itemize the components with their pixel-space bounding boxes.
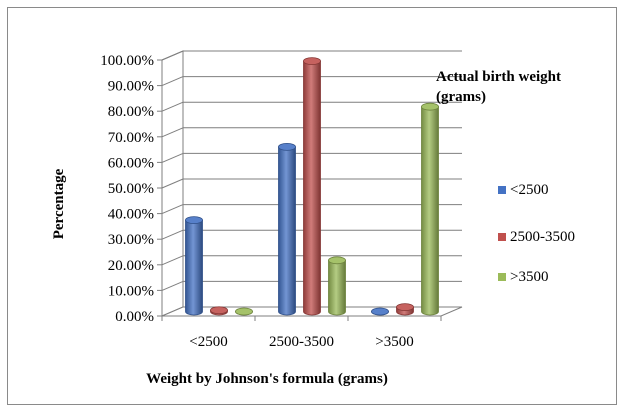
chart-frame: 0.00% 10.00% 20.00% 30.00% 40.00% 50.00% 60.00… — [7, 7, 617, 405]
bar-body — [303, 60, 321, 316]
y-axis-ticks: 0.00% 10.00% 20.00% 30.00% 40.00% 50.00% 60.00… — [100, 53, 162, 325]
x-axis-ticks: <2500 2500-3500 >3500 — [161, 316, 442, 350]
bar-top — [421, 102, 439, 111]
y-tick-label: 80.00% — [108, 104, 154, 120]
bar-body — [278, 146, 296, 316]
gridlines — [161, 50, 462, 291]
bar — [371, 307, 389, 316]
bar-body — [185, 219, 203, 316]
y-tick-label: 100.00% — [100, 53, 154, 69]
x-tick-label: >3500 — [375, 334, 413, 350]
bar-body — [421, 106, 439, 316]
bar-top — [371, 307, 389, 316]
gridline-side — [161, 280, 184, 291]
y-tick-label: 0.00% — [115, 309, 154, 325]
legend-label: 2500-3500 — [510, 229, 575, 245]
y-tick-label: 60.00% — [108, 155, 154, 171]
y-axis-title: Percentage — [51, 168, 67, 239]
y-tick-label: 30.00% — [108, 232, 154, 248]
bar-body — [328, 259, 346, 316]
gridline-side — [161, 50, 184, 61]
legend-item: <2500 — [498, 182, 548, 198]
legend-item: 2500-3500 — [498, 229, 575, 245]
legend-title-line-2: (grams) — [436, 89, 486, 105]
bar — [396, 303, 414, 316]
gridline-side — [161, 76, 184, 87]
x-tick-label: <2500 — [189, 334, 227, 350]
y-tick-label: 90.00% — [108, 79, 154, 95]
legend: <2500 2500-3500 >3500 — [498, 182, 575, 285]
bar — [185, 216, 203, 316]
bar — [303, 57, 321, 316]
bar-top — [396, 303, 414, 312]
gridline-side — [161, 152, 184, 163]
gridline-side — [161, 204, 184, 215]
y-tick-label: 20.00% — [108, 258, 154, 274]
bar — [421, 102, 439, 316]
bar — [210, 306, 228, 316]
bar-top — [210, 306, 228, 315]
bars — [185, 57, 439, 316]
legend-label: >3500 — [510, 269, 548, 285]
legend-title-line-1: Actual birth weight — [436, 69, 561, 85]
gridline-side — [161, 229, 184, 240]
y-tick-label: 70.00% — [108, 130, 154, 146]
y-tick-label: 50.00% — [108, 181, 154, 197]
legend-item: >3500 — [498, 269, 548, 285]
gridline-side — [161, 255, 184, 266]
y-tick-label: 10.00% — [108, 283, 154, 299]
bar-top — [235, 307, 253, 316]
legend-swatch — [498, 186, 506, 194]
x-tick-label: 2500-3500 — [269, 334, 334, 350]
bar-chart: 0.00% 10.00% 20.00% 30.00% 40.00% 50.00% 60.00… — [51, 50, 575, 387]
gridline-side — [161, 101, 184, 112]
y-tick-label: 40.00% — [108, 207, 154, 223]
bar-top — [303, 57, 321, 66]
bar — [278, 142, 296, 316]
x-axis-title: Weight by Johnson's formula (grams) — [146, 371, 388, 387]
gridline-side — [161, 178, 184, 189]
bar — [328, 256, 346, 316]
bar-top — [328, 256, 346, 265]
bar — [235, 307, 253, 316]
bar-top — [185, 216, 203, 225]
bar-top — [278, 142, 296, 151]
gridline-side — [161, 127, 184, 138]
legend-swatch — [498, 273, 506, 281]
legend-swatch — [498, 233, 506, 241]
legend-label: <2500 — [510, 182, 548, 198]
